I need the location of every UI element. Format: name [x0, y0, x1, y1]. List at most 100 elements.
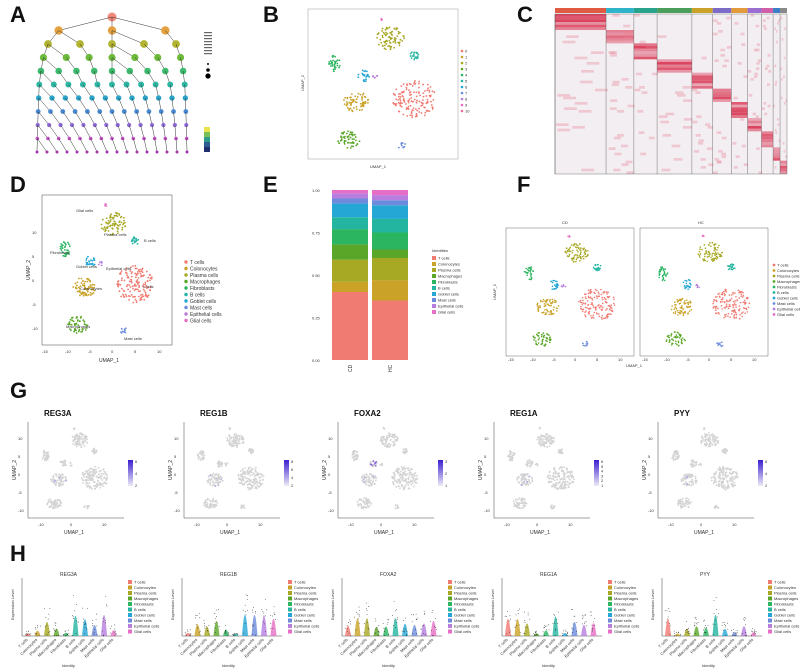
umap-d-ytick: 5 — [32, 254, 35, 259]
umap-f-cd-point — [529, 270, 531, 273]
umap-b-point — [365, 70, 368, 73]
feature-point-point — [520, 479, 523, 481]
feature-point-point — [710, 434, 713, 437]
umap-b-point — [343, 137, 346, 139]
feature-point-point — [567, 485, 570, 488]
umap-f-hc-point — [687, 278, 690, 281]
umap-f-hc-point — [732, 263, 735, 266]
heatmap-cell-block — [767, 54, 771, 57]
umap-f-cd-point — [585, 310, 587, 312]
heatmap-cell-block — [692, 88, 698, 92]
feature-point-point — [49, 478, 52, 481]
panel-label-g: G — [10, 378, 28, 403]
umap-d-point — [126, 285, 128, 288]
umap-b-ylabel: UMAP_2 — [300, 74, 305, 91]
panel-label-h: H — [10, 541, 26, 566]
umap-f-hc-point — [704, 259, 706, 262]
umap-d-point — [85, 259, 88, 261]
umap-f-hc-point — [681, 305, 683, 307]
feature-scale-label: 1 — [601, 483, 604, 488]
umap-b-point — [367, 101, 369, 104]
umap-f-cd-point — [587, 311, 590, 314]
feature-point-point — [218, 478, 221, 481]
umap-f-hc-point — [702, 258, 704, 261]
umap-d-point — [80, 330, 82, 333]
tree-edge — [111, 43, 135, 58]
feature-point-point — [244, 471, 247, 474]
bar-segment-hc-t-cells — [372, 300, 408, 360]
umap-d-point — [130, 275, 133, 278]
umap-b-point — [352, 106, 355, 109]
umap-f-cd-point — [594, 307, 597, 310]
feature-point-point — [90, 479, 92, 482]
violin-point — [37, 626, 38, 628]
heatmap-cell-block — [750, 78, 754, 81]
feature-point-point — [226, 437, 229, 440]
feature-point-point — [567, 474, 570, 477]
violin-point — [27, 634, 29, 636]
heatmap-cluster-bar — [633, 8, 658, 13]
tree-legend-key — [204, 53, 212, 55]
feature-point-point — [672, 457, 675, 460]
feature-point-point — [51, 478, 54, 481]
feature-ytick: 0 — [328, 472, 331, 477]
feature-point-point — [526, 461, 529, 464]
feature-point-point — [201, 453, 204, 456]
heatmap-cell-block — [660, 120, 669, 124]
feature-point-point — [53, 482, 56, 485]
heatmap-cell-block — [741, 144, 746, 148]
umap-f-hc-point — [725, 303, 728, 306]
feature-point-point — [551, 436, 554, 439]
feature-point-point — [58, 476, 61, 479]
feature-point-point — [550, 480, 553, 483]
feature-point-point — [405, 482, 408, 485]
feature-point-point — [77, 438, 80, 441]
feature-point-point — [102, 468, 105, 471]
heatmap-cell-block — [627, 104, 635, 108]
umap-f-cd-point — [550, 310, 553, 312]
heatmap-cell-block — [780, 171, 787, 174]
umap-f-hc-point — [674, 304, 676, 306]
umap-d-point — [117, 228, 120, 230]
umap-f-cd-point — [567, 235, 569, 238]
feature-point-point — [551, 440, 553, 443]
umap-d-legend-label: Mast cells — [190, 306, 213, 312]
umap-f-hc-point — [689, 305, 692, 308]
feature-point-point — [733, 484, 736, 487]
feature-point-point — [237, 438, 240, 441]
feature-point-point — [365, 473, 368, 476]
umap-b-point — [332, 68, 335, 71]
feature-point-point — [228, 434, 230, 437]
umap-f-hc-point — [696, 286, 699, 289]
violin-point — [86, 628, 87, 630]
umap-b-point — [401, 39, 404, 42]
umap-d-legend-dot — [184, 305, 188, 310]
umap-f-cd-point — [587, 292, 590, 295]
heatmap-cell-block — [612, 80, 620, 84]
umap-f-hc-point — [682, 314, 685, 317]
feature-point-point — [373, 483, 376, 486]
tree-edge — [165, 138, 168, 153]
feature-point-point — [58, 482, 61, 485]
heatmap-cell-block — [657, 35, 667, 38]
umap-f-hc-point — [684, 339, 686, 342]
umap-d-point — [68, 251, 71, 253]
umap-b-point — [408, 98, 411, 101]
umap-f-cd-point — [613, 298, 615, 301]
feature-point-point — [380, 438, 383, 441]
heatmap-cell-block — [696, 115, 702, 118]
feature-point-point — [369, 501, 372, 504]
heatmap-cell-block — [721, 152, 727, 156]
umap-b-legend-dot — [460, 79, 464, 83]
umap-b-point — [430, 100, 432, 103]
feature-point-point — [79, 443, 82, 446]
umap-f-hc-point — [698, 256, 701, 258]
umap-d-legend-label: Goblet cells — [190, 299, 217, 305]
umap-b-point — [408, 94, 411, 97]
feature-point-point — [531, 479, 534, 481]
umap-b-legend-label: 10 — [465, 109, 470, 114]
feature-point-point — [197, 457, 200, 460]
umap-f-cd-point — [582, 344, 585, 347]
umap-f-hc-point — [731, 264, 734, 267]
umap-f-hc-point — [681, 297, 684, 300]
